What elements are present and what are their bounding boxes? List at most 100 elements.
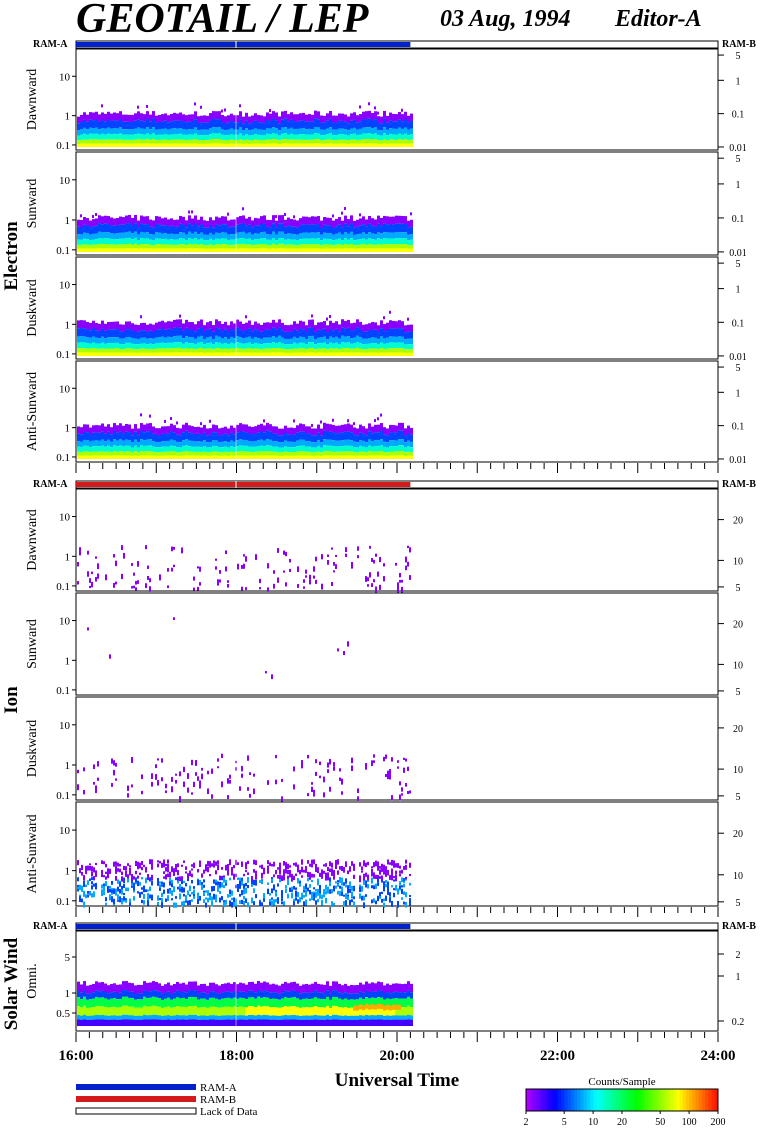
data-cell [83, 238, 86, 245]
data-cell [380, 430, 383, 440]
data-cell [197, 342, 200, 349]
data-cell [269, 128, 272, 135]
data-cell [293, 898, 295, 902]
data-cell [158, 1006, 161, 1016]
data-cell [119, 445, 122, 452]
right-tick-label: 1 [736, 180, 741, 191]
data-cell [103, 883, 105, 887]
data-cell [83, 455, 86, 459]
data-cell [284, 331, 287, 339]
data-cell [164, 225, 167, 234]
data-cell [254, 321, 257, 330]
data-cell [275, 1019, 278, 1026]
data-cell [185, 1015, 188, 1020]
data-cell [290, 441, 293, 448]
data-cell [193, 587, 195, 591]
panel-label: Sunward [25, 179, 40, 229]
data-cell [260, 115, 263, 123]
left-tick-label: 1 [65, 760, 71, 772]
data-cell [296, 330, 299, 339]
data-cell [389, 769, 391, 775]
data-cell [212, 1019, 215, 1026]
data-cell [203, 227, 206, 235]
data-cell [395, 425, 398, 433]
data-cell [200, 422, 202, 426]
data-cell [359, 440, 362, 446]
data-cell [125, 352, 128, 356]
data-cell [95, 1005, 98, 1015]
data-cell [303, 869, 305, 873]
data-cell [353, 240, 356, 246]
data-cell [255, 881, 257, 886]
data-cell [327, 874, 329, 881]
data-cell [329, 1015, 332, 1020]
data-cell [213, 885, 215, 892]
data-cell [224, 1015, 227, 1020]
data-cell [83, 336, 86, 343]
data-cell [335, 336, 338, 343]
data-cell [284, 143, 287, 147]
data-cell [155, 1014, 158, 1020]
data-cell [211, 886, 213, 892]
data-cell [194, 111, 197, 120]
data-cell [404, 452, 407, 456]
data-cell [345, 900, 347, 906]
data-cell [85, 884, 87, 888]
data-cell [317, 1019, 320, 1026]
data-cell [299, 128, 302, 135]
data-cell [374, 234, 377, 240]
data-cell [320, 452, 323, 456]
right-tick-label: 20 [733, 724, 743, 735]
data-cell [317, 127, 320, 134]
data-cell [260, 1006, 263, 1016]
data-cell [113, 769, 115, 776]
data-cell [224, 244, 227, 249]
data-cell [277, 897, 279, 903]
data-cell [104, 998, 107, 1007]
data-cell [313, 566, 315, 572]
data-cell [269, 322, 272, 331]
data-cell [254, 143, 257, 147]
data-cell [386, 248, 389, 252]
data-cell [77, 348, 80, 353]
data-cell [242, 207, 244, 211]
data-cell [170, 455, 173, 459]
data-cell [149, 997, 152, 1007]
data-cell [341, 352, 344, 356]
data-cell [373, 754, 375, 758]
data-cell [290, 112, 293, 120]
data-cell [404, 455, 407, 459]
data-cell [392, 232, 395, 239]
data-cell [86, 451, 89, 456]
data-cell [344, 336, 347, 343]
data-cell [167, 234, 170, 240]
data-cell [347, 870, 349, 875]
data-cell [194, 231, 197, 239]
data-cell [137, 111, 140, 120]
data-cell [361, 870, 363, 873]
data-cell [251, 441, 254, 447]
data-cell [86, 343, 89, 349]
data-cell [383, 348, 386, 353]
data-cell [251, 129, 254, 136]
data-cell [359, 121, 362, 129]
data-cell [407, 234, 410, 241]
data-cell [350, 999, 353, 1008]
data-cell [284, 234, 287, 240]
data-cell [257, 129, 260, 135]
data-cell [194, 1019, 197, 1026]
data-cell [92, 1019, 95, 1026]
data-cell [221, 224, 224, 233]
data-cell [194, 441, 197, 447]
data-cell [305, 451, 308, 456]
data-cell [231, 869, 233, 875]
data-cell [98, 997, 101, 1007]
data-cell [98, 343, 101, 349]
data-cell [326, 349, 329, 353]
data-cell [79, 868, 81, 874]
data-cell [341, 134, 344, 140]
data-cell [185, 134, 188, 140]
data-cell [131, 1015, 134, 1020]
data-cell [386, 343, 389, 349]
data-cell [350, 120, 353, 129]
